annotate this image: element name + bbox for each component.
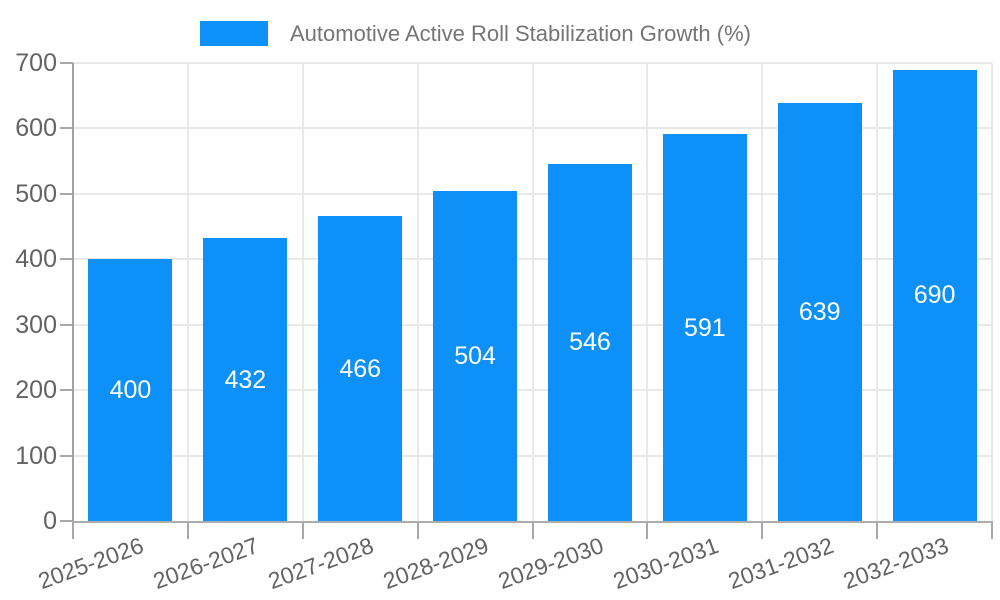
x-axis-tick: [531, 521, 534, 539]
bar-value-label: 504: [454, 342, 496, 371]
x-axis-tick: [876, 521, 879, 539]
legend-swatch: [200, 21, 268, 46]
bar: [892, 69, 977, 521]
bar: [318, 216, 403, 521]
x-axis-tick: [72, 521, 74, 539]
x-axis-tick: [761, 521, 764, 539]
v-gridline: [416, 63, 419, 521]
x-axis-tick: [416, 521, 419, 539]
bar-value-label: 639: [798, 297, 841, 326]
y-tick-label: 500: [15, 179, 57, 208]
y-tick-label: 400: [15, 245, 57, 274]
x-tick-label: 2027-2028: [264, 532, 378, 595]
x-tick-label: 2030-2031: [609, 532, 722, 595]
x-tick-label: 2031-2032: [724, 532, 837, 595]
x-tick-label: 2028-2029: [379, 532, 492, 595]
x-axis-tick: [301, 521, 304, 539]
y-axis-tick: [60, 62, 73, 64]
x-tick-label: 2025-2026: [35, 532, 148, 595]
bar: [88, 259, 173, 521]
legend-label: Automotive Active Roll Stabilization Gro…: [290, 20, 751, 46]
y-axis-tick: [60, 389, 73, 392]
bar-value-label: 400: [109, 376, 152, 405]
x-axis-tick: [186, 521, 189, 539]
x-axis-tick: [991, 521, 993, 539]
x-tick-label: 2032-2033: [839, 532, 952, 595]
bar: [547, 163, 632, 521]
y-tick-label: 300: [15, 310, 57, 339]
y-axis-tick: [60, 127, 73, 130]
bar-value-label: 432: [224, 365, 267, 394]
y-axis-tick: [60, 192, 73, 195]
y-tick-label: 700: [15, 49, 57, 77]
bar-value-label: 546: [569, 328, 611, 357]
x-axis-tick: [646, 521, 649, 539]
y-axis-tick: [60, 520, 73, 522]
bar-value-label: 690: [913, 281, 956, 310]
x-tick-label: 2026-2027: [149, 532, 263, 595]
v-gridline: [531, 63, 534, 521]
y-tick-label: 200: [15, 376, 57, 405]
y-axis-tick: [60, 258, 73, 261]
v-gridline: [876, 63, 879, 521]
bar: [777, 102, 862, 521]
v-gridline: [186, 63, 189, 521]
bar: [433, 191, 518, 521]
x-tick-label: 2029-2030: [494, 532, 607, 595]
y-axis-line: [72, 63, 74, 521]
v-gridline: [761, 63, 764, 521]
y-axis-tick: [60, 323, 73, 326]
v-gridline: [301, 63, 304, 521]
y-tick-label: 100: [15, 441, 57, 470]
bar: [662, 134, 747, 521]
v-gridline: [991, 63, 993, 521]
bar-value-label: 466: [339, 354, 382, 383]
y-tick-label: 0: [43, 507, 57, 535]
bar-value-label: 591: [683, 313, 726, 342]
v-gridline: [646, 63, 649, 521]
y-tick-label: 600: [15, 114, 57, 143]
bar: [203, 238, 288, 521]
x-axis-line: [72, 521, 992, 523]
y-axis-tick: [60, 454, 73, 457]
chart-legend: Automotive Active Roll Stabilization Gro…: [200, 20, 751, 47]
